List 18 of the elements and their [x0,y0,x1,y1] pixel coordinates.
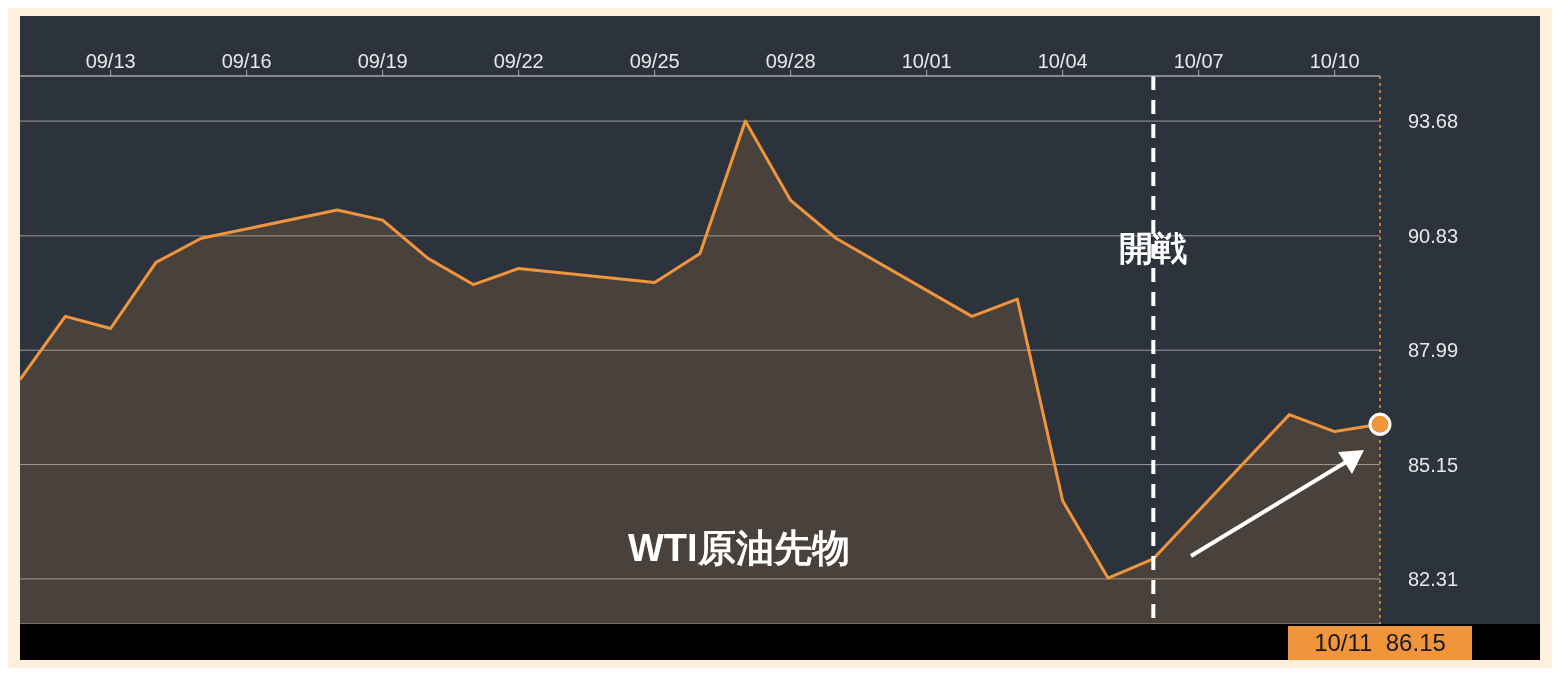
x-tick-label: 09/28 [765,50,816,72]
x-tick-label: 10/01 [901,50,952,72]
ref-line-label: 開戦 [1119,229,1188,268]
y-tick-label: 87.99 [1407,339,1459,362]
series-label: WTI原油先物 [628,526,850,571]
x-tick-label: 10/07 [1173,50,1224,72]
x-tick-label: 09/16 [221,50,272,72]
y-tick-label: 93.68 [1407,110,1459,133]
y-tick-label: 90.83 [1407,224,1459,247]
x-tick-label: 10/10 [1309,50,1360,72]
x-tick-label: 09/22 [493,50,544,72]
y-tick-label: 85.15 [1407,453,1459,476]
y-tick-label: 82.31 [1407,568,1459,590]
x-tick-label: 09/25 [629,50,680,72]
text: 10/11 86.15 [1288,626,1472,660]
x-tick-label: 09/19 [357,50,408,72]
x-tick-label: 10/04 [1037,50,1088,72]
x-tick-label: 09/13 [85,50,136,72]
